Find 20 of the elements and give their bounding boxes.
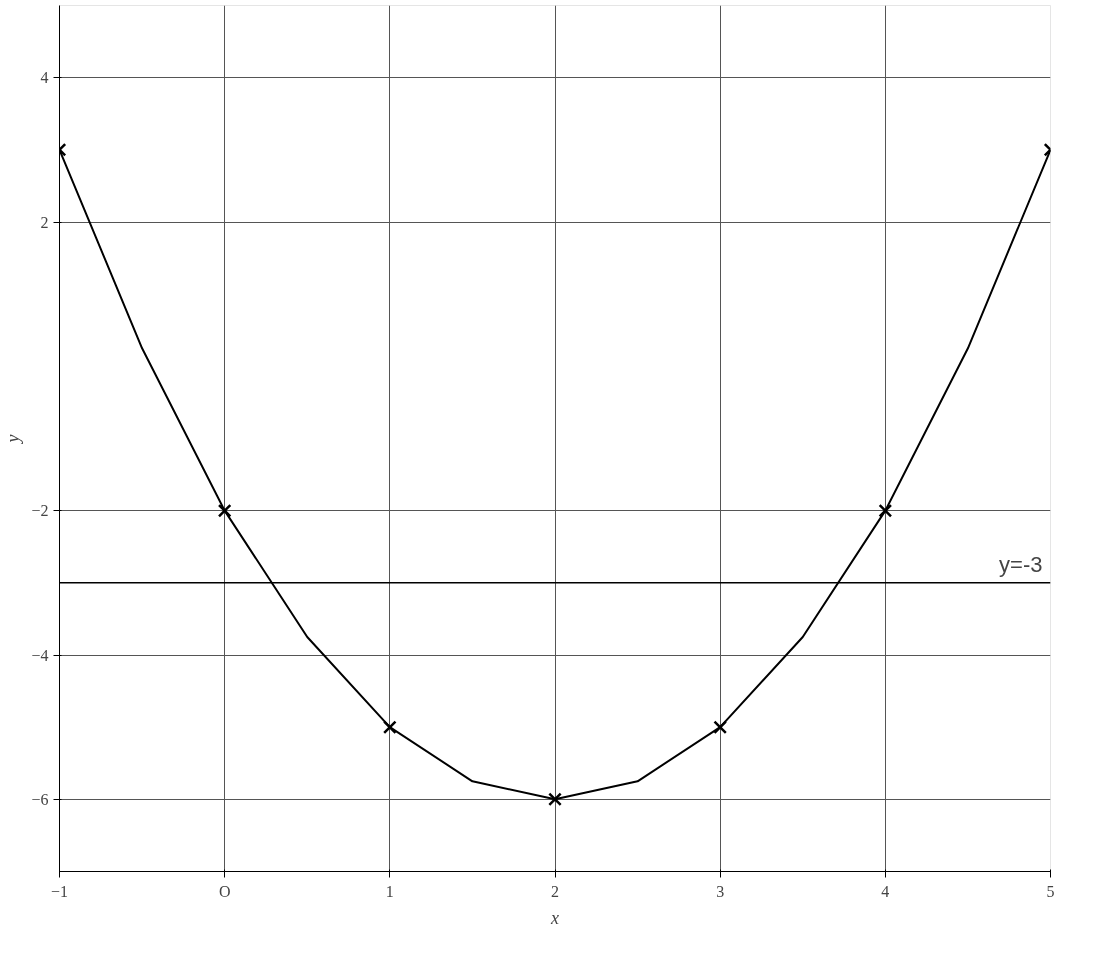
y-tick-label: −4 bbox=[31, 646, 49, 664]
x-tick-label: −1 bbox=[50, 882, 69, 900]
x-tick-label: 4 bbox=[881, 882, 890, 900]
y-tick-label: −6 bbox=[31, 790, 49, 808]
point bbox=[548, 792, 562, 807]
x-tick-label: 5 bbox=[1046, 882, 1055, 900]
point bbox=[382, 720, 397, 735]
y-axis-title: y bbox=[3, 434, 24, 445]
point bbox=[713, 720, 728, 735]
x-tick-label: O bbox=[218, 882, 231, 900]
x-tick-label: 3 bbox=[716, 882, 725, 900]
y-tick-label: 4 bbox=[40, 69, 49, 87]
point bbox=[217, 503, 232, 518]
y-tick-label: 2 bbox=[40, 213, 49, 231]
x-axis-title: x bbox=[550, 907, 560, 928]
y-tick-label: −2 bbox=[31, 502, 49, 520]
x-tick-label: 1 bbox=[385, 882, 394, 900]
point bbox=[878, 503, 893, 518]
ref-line-label: y=-3 bbox=[999, 551, 1043, 577]
x-tick-label: 2 bbox=[551, 882, 559, 900]
